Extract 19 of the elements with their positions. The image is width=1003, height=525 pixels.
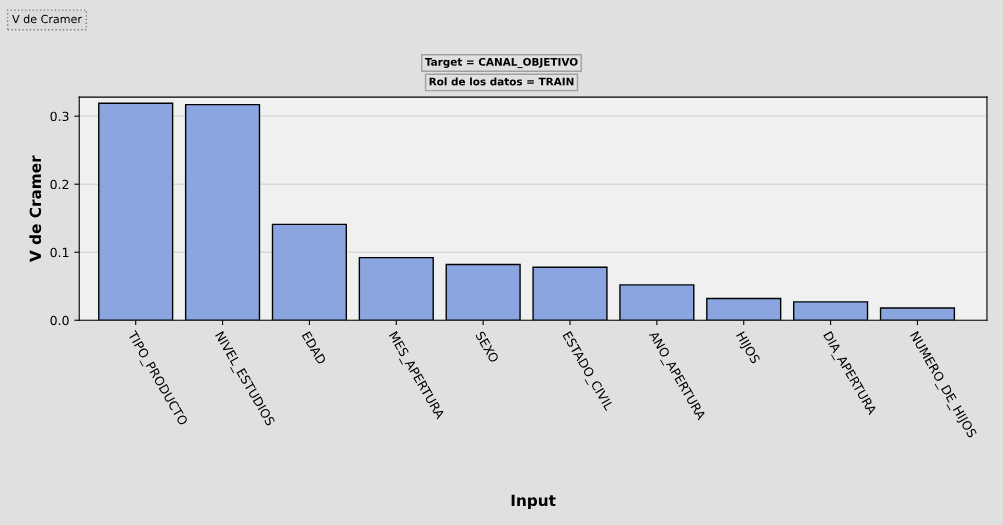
bar bbox=[619, 284, 695, 321]
bar bbox=[879, 307, 956, 321]
bar bbox=[98, 102, 174, 321]
bar bbox=[271, 223, 348, 321]
chart-title: Target = CANAL_OBJETIVO bbox=[424, 57, 578, 69]
bar bbox=[792, 301, 869, 321]
bar bbox=[358, 256, 434, 321]
y-tick-label: 0.0 bbox=[50, 315, 69, 326]
bar bbox=[184, 103, 261, 321]
x-axis-title: Input bbox=[511, 494, 556, 510]
chart-subtitle: Rol de los datos = TRAIN bbox=[429, 77, 574, 86]
text: V de Cramer bbox=[12, 14, 82, 24]
y-axis-title: V de Cramer bbox=[29, 155, 42, 262]
y-tick-label: 0.3 bbox=[50, 111, 69, 122]
y-tick-label: 0.1 bbox=[50, 247, 69, 258]
bar bbox=[706, 297, 782, 321]
bar bbox=[445, 263, 521, 321]
bar bbox=[532, 266, 608, 321]
y-tick-label: 0.2 bbox=[50, 179, 69, 190]
